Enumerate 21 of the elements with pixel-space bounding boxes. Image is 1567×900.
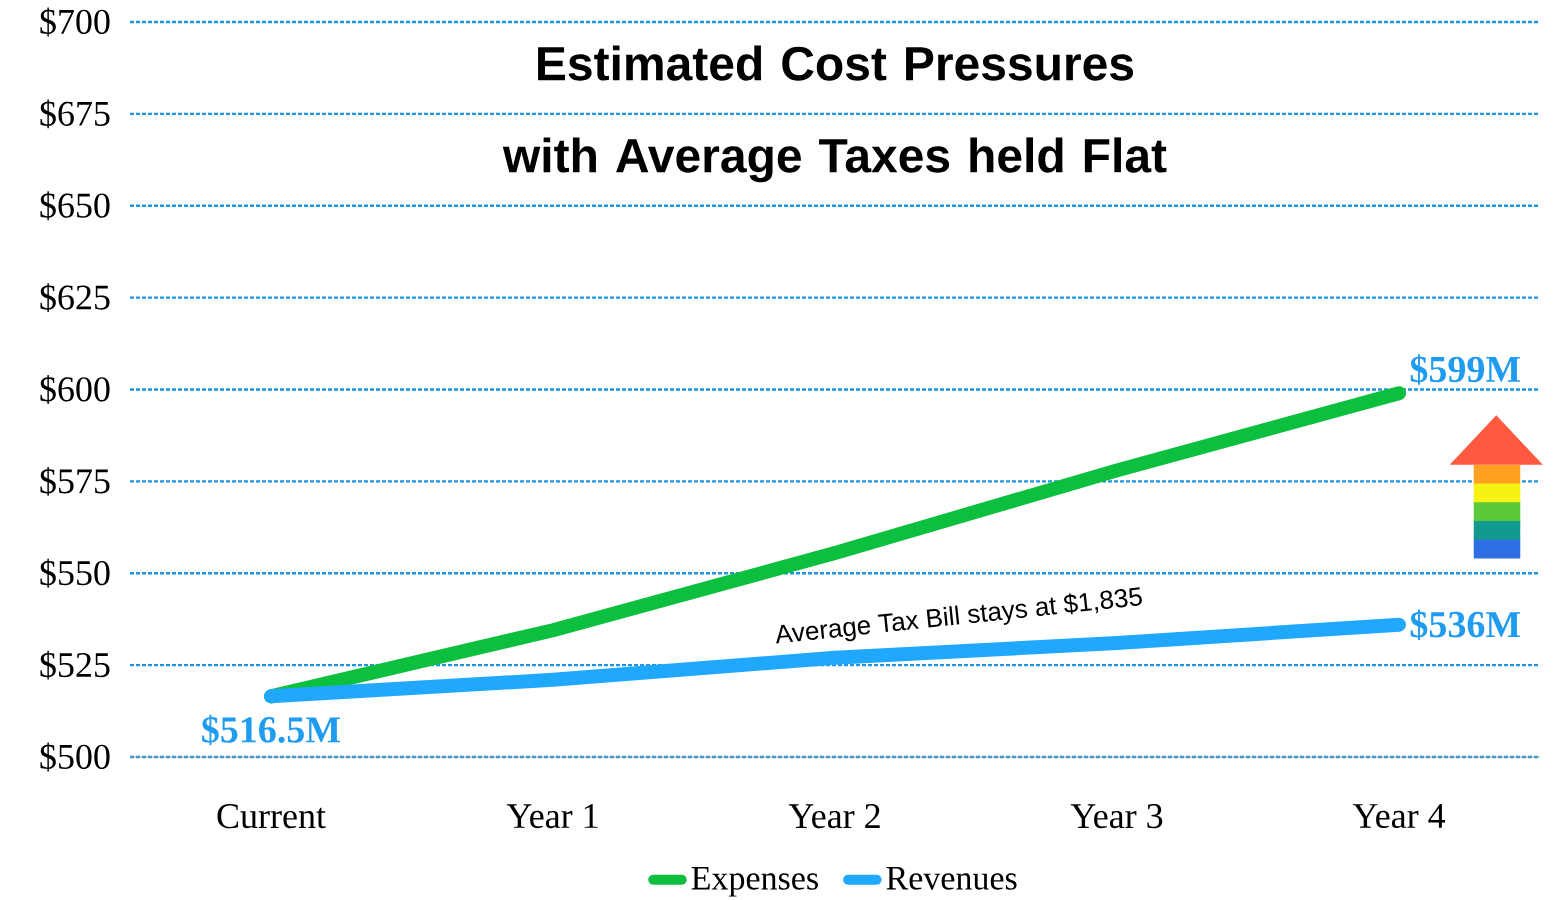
x-tick-label: Year 1 — [506, 803, 598, 828]
y-tick-label: $625 — [40, 283, 110, 312]
y-tick-label: $550 — [40, 558, 110, 588]
y-tick-label: $600 — [40, 374, 110, 404]
x-tick-label: Year 4 — [1352, 803, 1446, 828]
x-tick-label: Year 2 — [788, 803, 880, 829]
y-tick-label: $650 — [40, 191, 110, 220]
annotation: $516.5M — [202, 714, 341, 745]
y-tick-label: $575 — [40, 466, 110, 496]
legend-label: Revenues — [886, 866, 1017, 890]
text: Estimated Cost Pressures with Average Taxes held Flat — [502, 45, 1167, 183]
annotation: $536M — [1410, 609, 1521, 640]
y-tick-label: $700 — [40, 7, 110, 37]
legend-label: Expenses — [691, 866, 818, 897]
y-tick-label: $675 — [40, 99, 110, 129]
annotation: Average Tax Bill stays at $1,835 — [776, 587, 1142, 644]
annotation: $599M — [1410, 354, 1521, 385]
y-tick-label: $525 — [40, 650, 110, 680]
y-tick-label: $500 — [40, 742, 110, 772]
x-tick-label: Current — [217, 803, 326, 829]
x-tick-label: Year 3 — [1070, 803, 1163, 829]
